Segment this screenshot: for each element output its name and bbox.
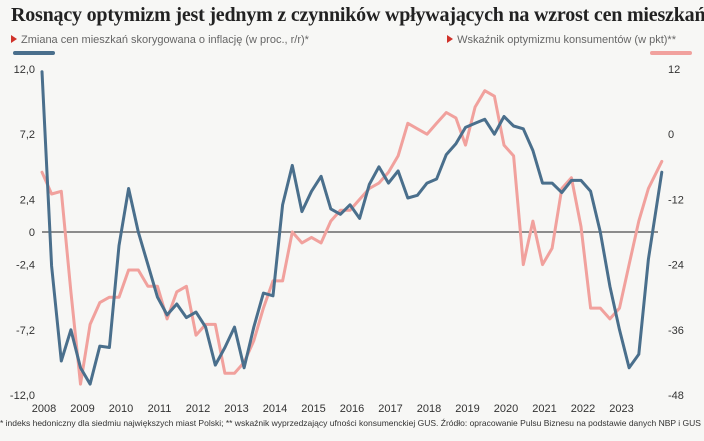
x-tick-label: 2016: [340, 403, 364, 415]
legend-series-right: Wskaźnik optymizmu konsumentów (w pkt)**: [457, 34, 676, 46]
y-left-tick-label: -7,2: [16, 325, 35, 337]
x-tick-label: 2019: [455, 403, 479, 415]
legend-series-left: Zmiana cen mieszkań skorygowana o inflac…: [21, 34, 309, 46]
y-left-tick-label: -2,4: [16, 260, 35, 272]
x-tick-label: 2009: [70, 403, 94, 415]
legend-swatch-left: [13, 51, 55, 55]
x-tick-label: 2013: [224, 403, 248, 415]
x-tick-label: 2021: [532, 403, 556, 415]
legend-marker-icon: [447, 35, 454, 43]
x-tick-label: 2018: [417, 403, 441, 415]
legend-left: Zmiana cen mieszkań skorygowana o inflac…: [11, 34, 309, 46]
y-right-tick-label: 12: [668, 64, 680, 76]
y-left-tick-label: 2,4: [20, 194, 35, 206]
y-left-tick-label: -12,0: [10, 390, 35, 402]
chart-title: Rosnący optymizm jest jednym z czynników…: [11, 4, 704, 26]
x-tick-label: 2014: [263, 403, 287, 415]
y-left-tick-label: 12,0: [14, 64, 35, 76]
legend-right: Wskaźnik optymizmu konsumentów (w pkt)**: [447, 34, 676, 46]
y-left-tick-label: 7,2: [20, 129, 35, 141]
legend-swatch-right: [650, 51, 692, 55]
x-tick-label: 2012: [186, 403, 210, 415]
y-right-tick-label: -48: [668, 390, 684, 402]
x-tick-label: 2008: [32, 403, 56, 415]
footnote: * indeks hedoniczny dla siedmiu najwięks…: [0, 418, 701, 428]
y-right-tick-label: -36: [668, 325, 684, 337]
x-tick-label: 2020: [494, 403, 518, 415]
y-right-tick-label: -24: [668, 260, 684, 272]
y-left-tick-label: 0: [29, 227, 35, 239]
x-tick-label: 2011: [148, 403, 172, 415]
x-tick-label: 2015: [301, 403, 325, 415]
x-tick-label: 2017: [378, 403, 402, 415]
series-line-consumer-optimism: [40, 89, 664, 386]
x-tick-label: 2022: [571, 403, 595, 415]
y-right-tick-label: 0: [668, 129, 674, 141]
series-line-price-change: [40, 70, 664, 386]
x-tick-label: 2023: [609, 403, 633, 415]
legend-marker-icon: [11, 35, 17, 43]
y-right-tick-label: -12: [668, 194, 684, 206]
x-tick-label: 2010: [109, 403, 133, 415]
